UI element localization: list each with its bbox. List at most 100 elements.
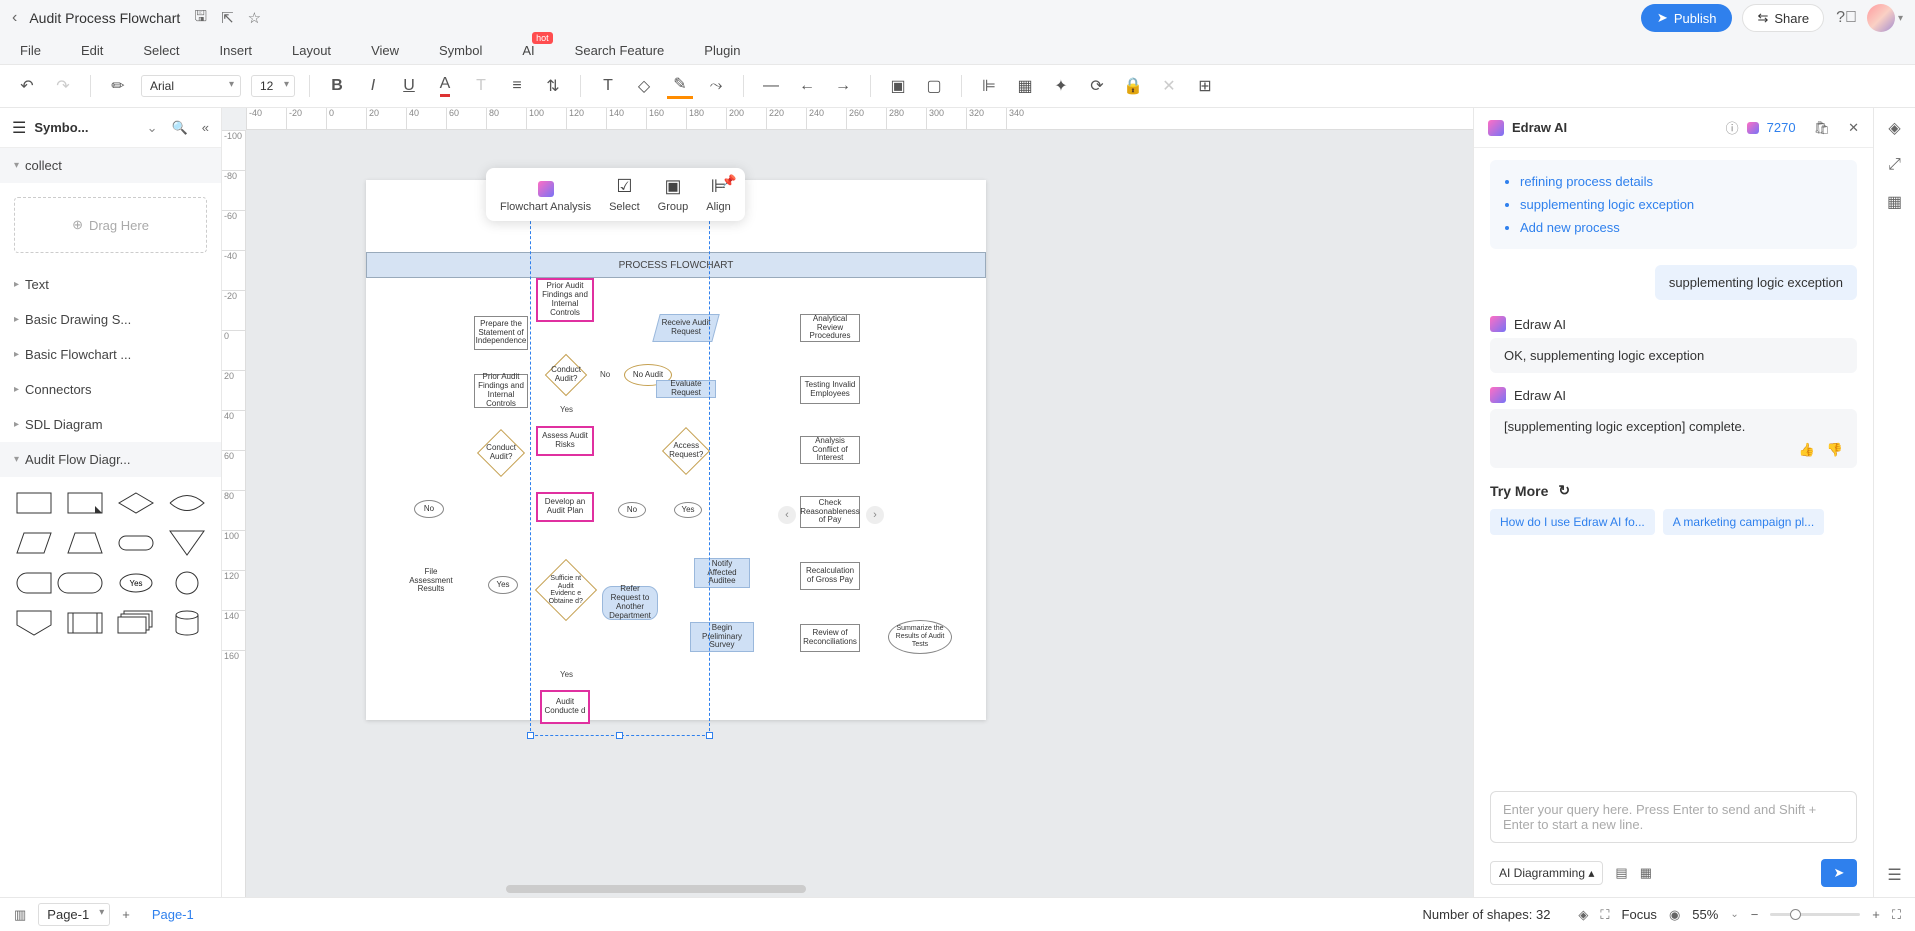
node-check-pay[interactable]: Check Reasonableness of Pay [800,496,860,528]
zoom-in-icon[interactable]: + [1872,907,1880,922]
shape-pentagon[interactable] [12,607,55,639]
category-audit-flow[interactable]: ▾Audit Flow Diagr... [0,442,221,477]
shape-parallelogram[interactable] [12,527,55,559]
refresh-icon[interactable]: ↻ [1558,482,1570,499]
shape-cylinder[interactable] [166,607,209,639]
undo-icon[interactable]: ↶ [14,73,40,99]
canvas-area[interactable]: -40-200204060801001201401601802002202402… [222,108,1473,897]
suggestion-item[interactable]: Add new process [1520,216,1849,239]
zoom-out-icon[interactable]: − [1751,907,1759,922]
zoom-slider[interactable] [1770,913,1860,916]
shape-diamond[interactable] [115,487,158,519]
format-painter-icon[interactable]: ✏ [105,73,131,99]
drag-zone[interactable]: ⊕ Drag Here [14,197,207,253]
bring-front-icon[interactable]: ▣ [885,73,911,99]
search-icon[interactable]: 🔍 [172,120,188,136]
group-button[interactable]: ▣Group [658,176,689,213]
shape-yes-pill[interactable]: Yes [115,567,158,599]
more-icon[interactable]: ⊞ [1192,73,1218,99]
shape-card[interactable] [63,487,106,519]
lock-icon[interactable]: 🔒 [1120,73,1146,99]
horizontal-scrollbar[interactable] [506,885,806,893]
focus-icon[interactable]: ⛶ [1600,907,1609,923]
info-icon[interactable]: ⓘ [1726,118,1739,137]
node-review-recon[interactable]: Review of Reconciliations [800,624,860,652]
node-yes[interactable]: Yes [488,576,518,594]
category-collect[interactable]: ▾collect [0,148,221,183]
nav-left-icon[interactable]: ‹ [778,506,796,524]
font-family-select[interactable]: Arial [141,75,241,97]
node-testing[interactable]: Testing Invalid Employees [800,376,860,404]
shape-stadium2[interactable] [63,567,106,599]
italic-icon[interactable]: I [360,73,386,99]
pin-icon[interactable]: 📌 [722,174,737,188]
menu-layout[interactable]: Layout [292,43,331,58]
suggestion-item[interactable]: supplementing logic exception [1520,193,1849,216]
collapse-icon[interactable]: « [202,120,209,135]
page-select[interactable]: Page-1 [38,903,110,926]
menu-icon[interactable]: ☰ [1887,865,1901,885]
menu-plugin[interactable]: Plugin [704,43,740,58]
grid-icon[interactable]: ▦ [1887,192,1902,212]
menu-insert[interactable]: Insert [220,43,253,58]
category-basic-flowchart[interactable]: ▸Basic Flowchart ... [0,337,221,372]
menu-select[interactable]: Select [143,43,179,58]
export-icon[interactable]: ⇱ [221,9,234,27]
node-conflict[interactable]: Analysis Conflict of Interest [800,436,860,464]
node-prepare-stmt[interactable]: Prepare the Statement of Independence [474,316,528,350]
line-spacing-icon[interactable]: ⇅ [540,73,566,99]
align-icon[interactable]: ≡ [504,73,530,99]
arrow-start-icon[interactable]: ← [794,73,820,99]
font-color-icon[interactable]: A [432,73,458,99]
close-icon[interactable]: ✕ [1848,120,1859,136]
menu-view[interactable]: View [371,43,399,58]
share-button[interactable]: ⇆Share [1742,4,1824,32]
category-text[interactable]: ▸Text [0,267,221,302]
thumbs-up-icon[interactable]: 👍 [1799,442,1815,458]
attach-icon[interactable]: ▦ [1640,865,1652,881]
shape-doublerect[interactable] [63,607,106,639]
zoom-chevron-icon[interactable]: ⌄ [1730,909,1738,920]
node-no[interactable]: No [414,500,444,518]
menu-search[interactable]: Search Feature [575,43,665,58]
text-tool-icon[interactable]: T [595,73,621,99]
node-recalc[interactable]: Recalculation of Gross Pay [800,562,860,590]
template-icon[interactable]: ▤ [1615,865,1627,881]
menu-edit[interactable]: Edit [81,43,103,58]
expand-icon[interactable]: ⤢ [1888,156,1901,174]
underline-icon[interactable]: U [396,73,422,99]
node-summarize[interactable]: Summarize the Results of Audit Tests [888,620,952,654]
font-size-select[interactable]: 12 [251,75,295,97]
category-connectors[interactable]: ▸Connectors [0,372,221,407]
help-icon[interactable]: ?⃝ [1836,9,1857,27]
prompt-chip[interactable]: A marketing campaign pl... [1663,509,1824,535]
star-icon[interactable]: ☆ [248,9,261,27]
shape-rect[interactable] [12,487,55,519]
back-icon[interactable]: ‹ [12,9,17,27]
avatar[interactable] [1867,4,1895,32]
shape-lens[interactable] [166,487,209,519]
theme-icon[interactable]: ◈ [1888,118,1900,138]
fill-icon[interactable]: ◇ [631,73,657,99]
layers-icon[interactable]: ◈ [1578,907,1588,923]
category-basic-drawing[interactable]: ▸Basic Drawing S... [0,302,221,337]
bold-icon[interactable]: B [324,73,350,99]
category-sdl[interactable]: ▸SDL Diagram [0,407,221,442]
arrow-end-icon[interactable]: → [830,73,856,99]
flowchart-analysis-button[interactable]: Flowchart Analysis [500,181,591,213]
redo-icon[interactable]: ↷ [50,73,76,99]
publish-button[interactable]: ➤Publish [1641,4,1733,32]
prompt-chip[interactable]: How do I use Edraw AI fo... [1490,509,1655,535]
group-icon[interactable]: ▦ [1012,73,1038,99]
distribute-icon[interactable]: ✦ [1048,73,1074,99]
shape-stack[interactable] [115,607,158,639]
node-prior-audit2[interactable]: Prior Audit Findings and Internal Contro… [474,374,528,408]
shape-triangle-down[interactable] [166,527,209,559]
zoom-percent[interactable]: 55% [1692,907,1718,922]
mode-select[interactable]: AI Diagramming ▴ [1490,861,1603,885]
ai-input[interactable]: Enter your query here. Press Enter to se… [1490,791,1857,843]
thumbs-down-icon[interactable]: 👎 [1827,442,1843,458]
send-back-icon[interactable]: ▢ [921,73,947,99]
suggestion-item[interactable]: refining process details [1520,170,1849,193]
tools-icon[interactable]: ✕ [1156,73,1182,99]
